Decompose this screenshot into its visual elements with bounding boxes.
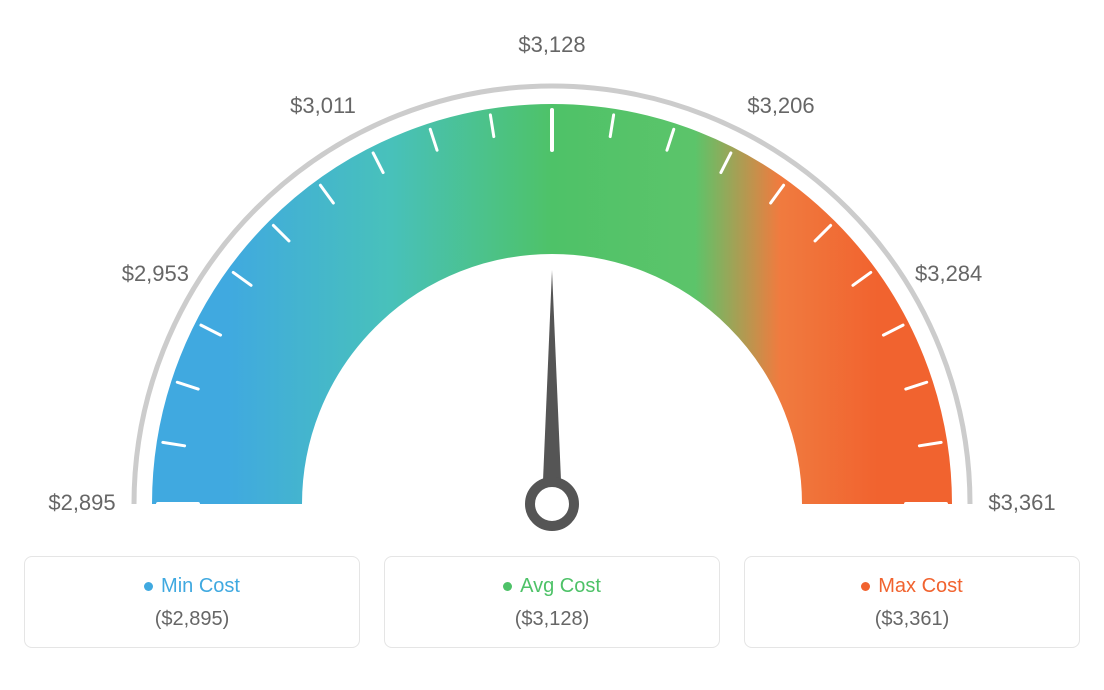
legend-dot-min — [144, 582, 153, 591]
legend-value-max: ($3,361) — [757, 608, 1067, 631]
svg-text:$3,284: $3,284 — [915, 261, 982, 286]
legend-card-max: Max Cost ($3,361) — [744, 556, 1080, 648]
svg-text:$2,953: $2,953 — [122, 261, 189, 286]
gauge-svg: $2,895 $2,953 $3,011 $3,128 $3,206 $3,284 $3,3… — [24, 24, 1080, 544]
svg-text:$2,895: $2,895 — [48, 490, 115, 515]
legend-text-max: Max Cost — [878, 575, 962, 598]
legend-text-min: Min Cost — [161, 575, 240, 598]
legend-value-min: ($2,895) — [37, 608, 347, 631]
legend-dot-avg — [503, 582, 512, 591]
legend-card-avg: Avg Cost ($3,128) — [384, 556, 720, 648]
cost-gauge: $2,895 $2,953 $3,011 $3,128 $3,206 $3,284 $3,3… — [24, 24, 1080, 544]
legend-label-max: Max Cost — [861, 575, 962, 598]
svg-text:$3,361: $3,361 — [988, 490, 1055, 515]
legend-card-min: Min Cost ($2,895) — [24, 556, 360, 648]
legend-label-avg: Avg Cost — [503, 575, 601, 598]
svg-text:$3,011: $3,011 — [290, 93, 356, 118]
svg-text:$3,206: $3,206 — [747, 93, 814, 118]
legend-row: Min Cost ($2,895) Avg Cost ($3,128) Max … — [24, 556, 1080, 648]
legend-value-avg: ($3,128) — [397, 608, 707, 631]
legend-dot-max — [861, 582, 870, 591]
svg-text:$3,128: $3,128 — [518, 32, 585, 57]
legend-text-avg: Avg Cost — [520, 575, 601, 598]
legend-label-min: Min Cost — [144, 575, 240, 598]
